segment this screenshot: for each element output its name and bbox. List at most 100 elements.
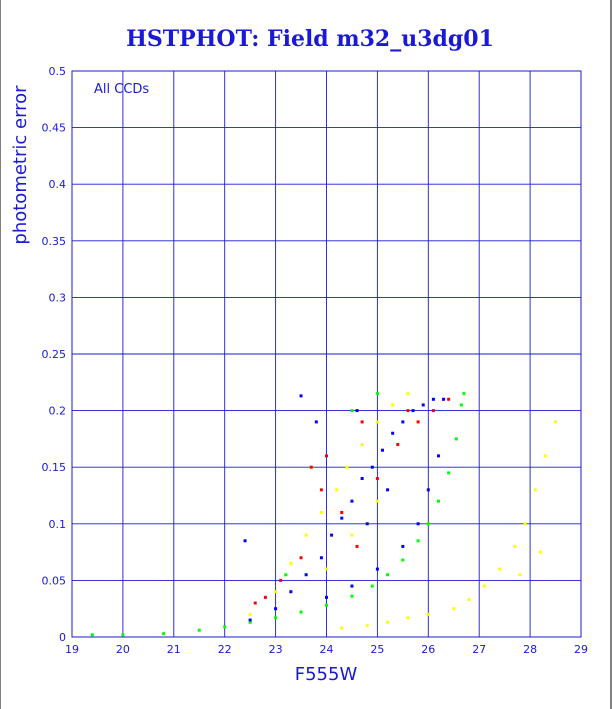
data-point [396, 443, 400, 447]
data-point [554, 420, 558, 424]
data-point [274, 590, 278, 594]
data-point [543, 454, 547, 458]
data-point [401, 558, 405, 562]
data-point [325, 603, 328, 607]
data-point [523, 522, 527, 526]
data-point [197, 628, 201, 632]
data-point [121, 633, 125, 637]
data-point [325, 595, 328, 599]
data-point [401, 544, 405, 548]
data-point [452, 607, 456, 611]
data-point [416, 539, 420, 543]
data-point [370, 584, 374, 588]
data-point [426, 612, 430, 616]
data-point [467, 598, 471, 602]
data-point [340, 626, 344, 630]
x-tick-label: 20 [116, 643, 130, 656]
data-point [335, 488, 339, 492]
data-point [375, 420, 379, 424]
data-point [406, 616, 410, 620]
data-point [345, 465, 349, 469]
data-point [289, 590, 293, 594]
data-point [274, 616, 278, 620]
data-point [284, 573, 288, 577]
data-point [365, 624, 369, 628]
data-point [279, 578, 283, 582]
y-tick-label: 0.2 [49, 405, 67, 418]
data-point [391, 403, 395, 407]
data-point [426, 488, 430, 492]
data-point [304, 573, 308, 577]
data-point [299, 610, 303, 614]
y-tick-label: 0.5 [49, 65, 67, 78]
y-tick-label: 0.3 [49, 291, 67, 304]
y-tick-label: 0.35 [42, 235, 67, 248]
data-point [447, 471, 451, 475]
x-tick-label: 24 [320, 643, 334, 656]
x-tick-labels: 19 20 21 22 23 24 25 26 27 28 29 [65, 643, 588, 656]
data-point [538, 550, 542, 554]
x-tick-label: 26 [421, 643, 435, 656]
y-tick-label: 0.45 [42, 122, 67, 135]
data-point [436, 499, 440, 503]
data-point [330, 533, 334, 537]
data-point [436, 454, 440, 458]
data-point [350, 499, 354, 503]
data-point [380, 448, 384, 452]
data-point [340, 510, 344, 514]
data-point [370, 465, 374, 469]
data-point [355, 544, 359, 548]
data-point [299, 394, 303, 398]
data-point [416, 522, 420, 526]
data-point [365, 522, 369, 526]
data-point [375, 499, 379, 503]
data-point [391, 431, 395, 435]
data-point [360, 420, 364, 424]
data-point [162, 632, 166, 636]
data-point [375, 392, 379, 396]
chart-title: HSTPHOT: Field m32_u3dg01 [126, 26, 494, 52]
data-point [319, 488, 323, 492]
data-point [248, 618, 252, 622]
data-point [243, 539, 247, 543]
data-point [248, 612, 252, 616]
data-point [406, 409, 410, 413]
data-point [350, 409, 354, 413]
data-point [263, 595, 267, 599]
y-tick-label: 0.25 [42, 348, 67, 361]
y-tick-label: 0.1 [49, 518, 67, 531]
data-point [401, 420, 405, 424]
data-point [350, 584, 354, 588]
data-point [459, 403, 463, 407]
data-point [411, 409, 415, 413]
data-point [421, 403, 425, 407]
data-point [355, 409, 359, 413]
data-point [375, 477, 379, 481]
data-point [533, 488, 537, 492]
data-point [375, 567, 379, 571]
data-point [431, 409, 435, 413]
y-tick-label: 0.4 [49, 178, 67, 191]
data-point [314, 420, 318, 424]
data-point [386, 488, 390, 492]
x-tick-label: 19 [65, 643, 79, 656]
y-axis-label: photometric error [10, 85, 31, 245]
data-point [360, 443, 364, 447]
data-point [299, 556, 303, 560]
data-point [289, 561, 293, 565]
data-point [416, 420, 420, 424]
data-point [274, 607, 278, 611]
x-tick-label: 25 [370, 643, 384, 656]
data-point [350, 594, 354, 598]
x-tick-label: 27 [472, 643, 486, 656]
data-point [223, 625, 227, 629]
data-point [386, 620, 390, 624]
data-point [253, 601, 257, 605]
data-point [498, 567, 502, 571]
data-point [325, 454, 328, 458]
plot-frame [71, 70, 582, 638]
data-point [482, 584, 486, 588]
data-point [462, 392, 466, 396]
x-tick-label: 28 [523, 643, 537, 656]
